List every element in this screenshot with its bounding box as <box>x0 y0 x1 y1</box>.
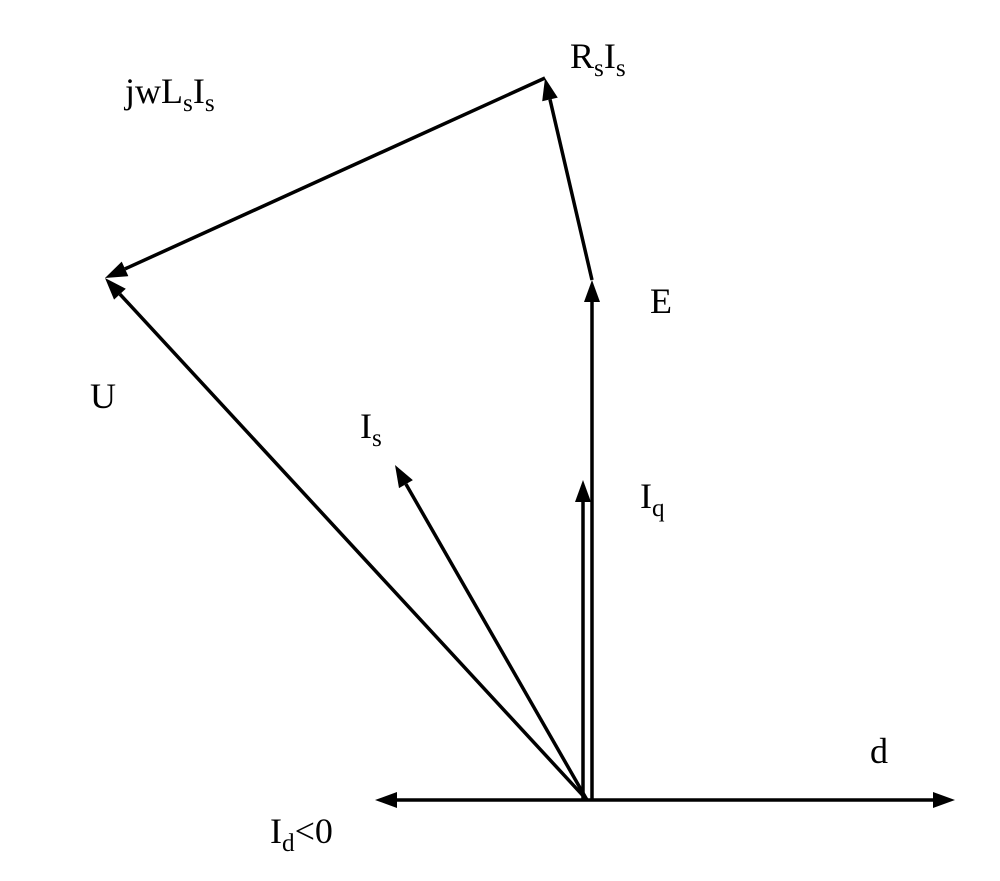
E_lbl: E <box>650 280 672 322</box>
Is_lbl: Is <box>360 405 382 453</box>
Id_lbl: Id<0 <box>270 810 333 858</box>
jwLsIs_lbl: jwLsIs <box>125 70 215 118</box>
phasor-diagram <box>0 0 1000 881</box>
U_lbl: U <box>90 375 116 417</box>
Iq_lbl: Iq <box>640 475 665 523</box>
RsIs_lbl: RsIs <box>570 35 626 83</box>
d_lbl: d <box>870 730 888 772</box>
